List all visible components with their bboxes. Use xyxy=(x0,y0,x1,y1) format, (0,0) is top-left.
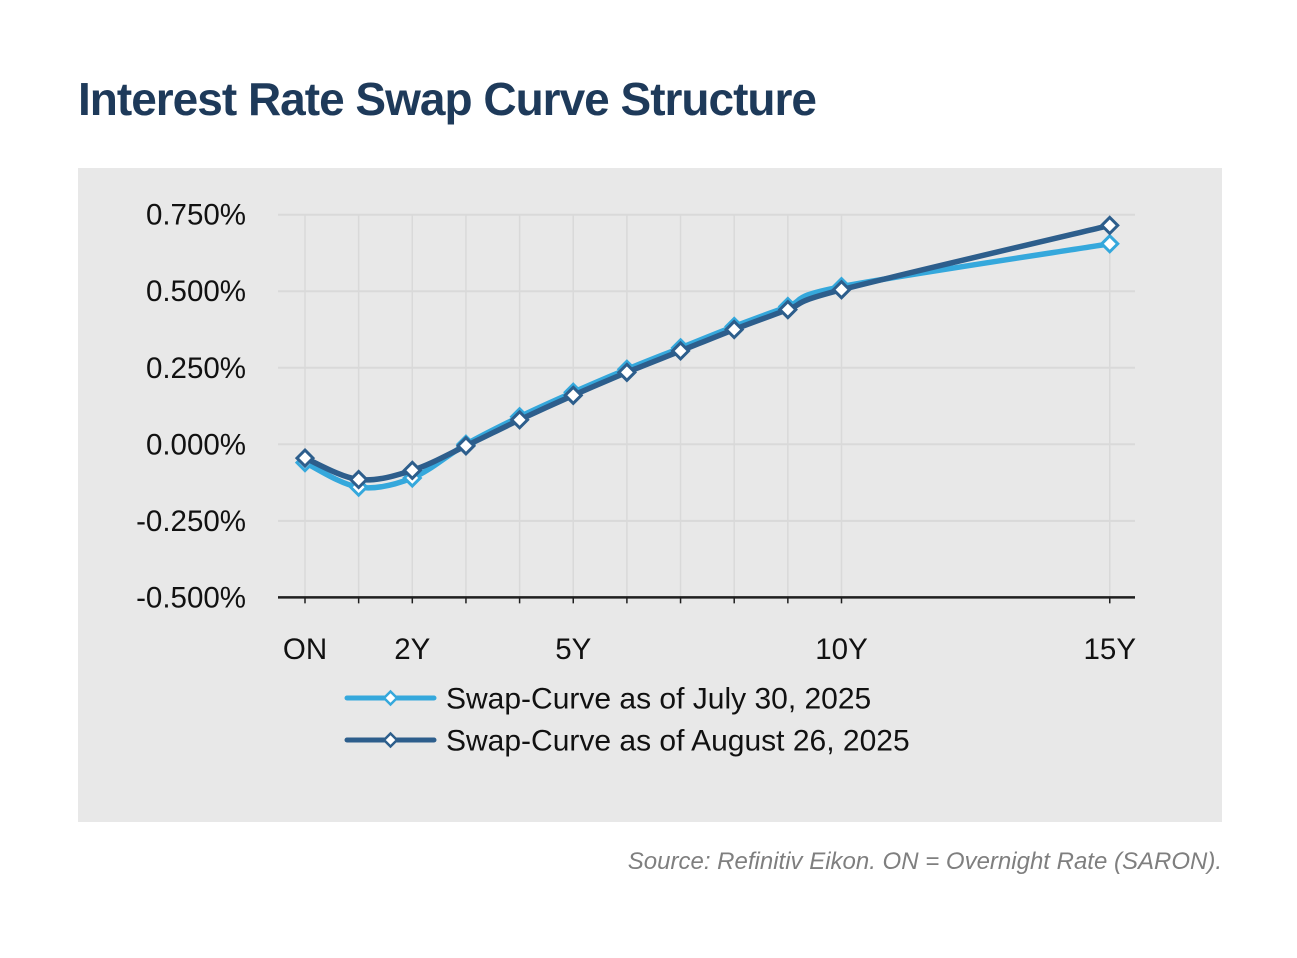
x-axis-tick-label: 5Y xyxy=(555,633,591,666)
x-axis-tick-label: 2Y xyxy=(394,633,430,666)
august-curve-marker-8y xyxy=(724,319,745,340)
y-axis-tick-label: 0.250% xyxy=(146,352,246,385)
x-axis-tick-label: ON xyxy=(283,633,327,666)
page-title: Interest Rate Swap Curve Structure xyxy=(78,73,817,125)
july-curve-legend-label: Swap-Curve as of July 30, 2025 xyxy=(446,683,871,716)
august-curve-marker-1y xyxy=(348,469,369,490)
july-curve-line xyxy=(302,241,1113,491)
august-curve-marker-15y xyxy=(1099,215,1120,236)
august-curve-marker-9y xyxy=(777,299,798,320)
august-curve-marker-on xyxy=(294,447,316,469)
august-curve-marker-2y xyxy=(402,460,423,481)
july-curve-legend-marker xyxy=(382,689,399,707)
august-curve-marker-5y xyxy=(563,385,584,406)
august-curve-marker-10y xyxy=(831,279,852,300)
y-axis-tick-label: -0.500% xyxy=(136,581,246,614)
august-curve-legend-marker xyxy=(382,731,399,749)
august-curve-marker-3y xyxy=(455,435,477,456)
source-note: Source: Refinitiv Eikon. ON = Overnight … xyxy=(627,848,1222,875)
y-axis-tick-label: 0.500% xyxy=(146,275,246,308)
y-axis-tick-label: 0.000% xyxy=(146,428,246,461)
chart-panel: 0.750% 0.500% 0.250% 0.000% -0.250% -0.500% ON… xyxy=(78,168,1222,822)
y-axis-tick-label: 0.750% xyxy=(146,199,246,232)
x-axis-tick-label: 15Y xyxy=(1084,633,1137,666)
x-axis-tick-label: 10Y xyxy=(815,633,868,666)
august-curve-legend-label: Swap-Curve as of August 26, 2025 xyxy=(446,725,910,758)
swap-curve-chart: 0.750% 0.500% 0.250% 0.000% -0.250% -0.500% ON… xyxy=(136,199,1137,758)
august-curve-marker-7y xyxy=(670,340,691,362)
august-curve-marker-6y xyxy=(616,362,638,383)
y-axis-tick-label: -0.250% xyxy=(136,505,246,538)
august-curve-marker-4y xyxy=(509,409,530,430)
july-curve-marker-15y xyxy=(1099,233,1120,254)
